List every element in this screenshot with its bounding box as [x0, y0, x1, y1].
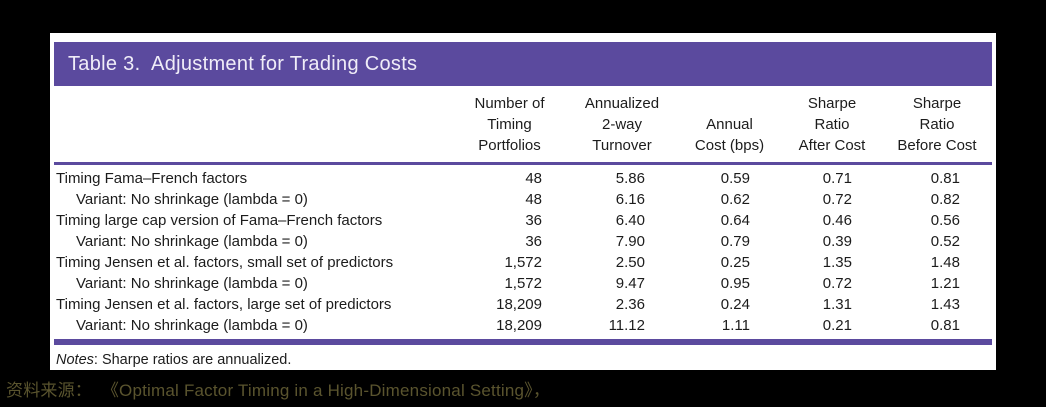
cell-sharpe-before: 0.81 [882, 315, 992, 345]
cell-annual-cost: 0.64 [720, 212, 750, 229]
cell-sharpe-before: 1.48 [930, 254, 960, 271]
cell-annual-cost: 1.11 [677, 315, 782, 345]
cell-portfolios: 18,209 [496, 296, 542, 313]
table-row: Variant: No shrinkage (lambda = 0) 48 6.… [54, 189, 992, 210]
header-annualized-turnover: Annualized 2-way Turnover [567, 86, 677, 165]
source-line: 资料来源： 《Optimal Factor Timing in a High-D… [6, 381, 551, 400]
row-label: Variant: No shrinkage (lambda = 0) [76, 233, 308, 250]
cell-sharpe-after: 0.39 [822, 233, 852, 250]
table-title-bar: Table 3. Adjustment for Trading Costs [54, 42, 992, 86]
row-label: Timing Fama–French factors [56, 170, 248, 187]
cell-sharpe-after: 0.72 [822, 275, 852, 292]
table-notes: Notes: Sharpe ratios are annualized. [54, 352, 992, 368]
row-label: Timing large cap version of Fama–French … [56, 212, 383, 229]
cell-turnover: 2.36 [615, 296, 645, 313]
table-row: Timing Jensen et al. factors, small set … [54, 252, 992, 273]
row-label: Variant: No shrinkage (lambda = 0) [54, 315, 452, 345]
cell-annual-cost: 0.62 [720, 191, 750, 208]
cell-sharpe-after: 1.31 [822, 296, 852, 313]
cell-sharpe-after: 1.35 [822, 254, 852, 271]
cell-sharpe-before: 1.43 [930, 296, 960, 313]
table-row: Timing large cap version of Fama–French … [54, 210, 992, 231]
cell-sharpe-after: 0.46 [822, 212, 852, 229]
header-row: Number of Timing Portfolios Annualized 2… [54, 86, 992, 165]
cell-sharpe-before: 0.82 [930, 191, 960, 208]
cell-turnover: 11.12 [567, 315, 677, 345]
row-label: Variant: No shrinkage (lambda = 0) [76, 275, 308, 292]
cell-portfolios: 1,572 [504, 254, 542, 271]
cell-sharpe-after: 0.21 [782, 315, 882, 345]
row-label: Timing Jensen et al. factors, large set … [56, 296, 392, 313]
cell-turnover: 6.40 [615, 212, 645, 229]
header-label-column [54, 86, 452, 165]
cell-portfolios: 48 [525, 191, 542, 208]
cell-annual-cost: 0.24 [720, 296, 750, 313]
cell-annual-cost: 0.25 [720, 254, 750, 271]
trading-costs-table: Number of Timing Portfolios Annualized 2… [54, 86, 992, 345]
notes-label: Notes [56, 352, 94, 368]
header-sharpe-after-cost: Sharpe Ratio After Cost [782, 86, 882, 165]
cell-sharpe-after: 0.72 [822, 191, 852, 208]
table-card: Table 3. Adjustment for Trading Costs Nu… [50, 33, 996, 370]
table-row: Variant: No shrinkage (lambda = 0) 36 7.… [54, 231, 992, 252]
cell-sharpe-before: 0.81 [930, 170, 960, 187]
cell-turnover: 9.47 [615, 275, 645, 292]
notes-text: : Sharpe ratios are annualized. [93, 352, 292, 368]
row-label: Timing Jensen et al. factors, small set … [56, 254, 394, 271]
header-annual-cost: Annual Cost (bps) [677, 86, 782, 165]
table-row: Timing Jensen et al. factors, large set … [54, 294, 992, 315]
cell-annual-cost: 0.59 [720, 170, 750, 187]
row-label: Variant: No shrinkage (lambda = 0) [76, 191, 308, 208]
table-row: Variant: No shrinkage (lambda = 0) 1,572… [54, 273, 992, 294]
cell-turnover: 7.90 [615, 233, 645, 250]
header-sharpe-before-cost: Sharpe Ratio Before Cost [882, 86, 992, 165]
table-row: Timing Fama–French factors 48 5.86 0.59 … [54, 164, 992, 190]
table-title: Table 3. Adjustment for Trading Costs [68, 52, 418, 75]
cell-sharpe-before: 1.21 [930, 275, 960, 292]
cell-portfolios: 36 [525, 212, 542, 229]
cell-turnover: 5.86 [615, 170, 645, 187]
cell-sharpe-before: 0.52 [930, 233, 960, 250]
table-row: Variant: No shrinkage (lambda = 0) 18,20… [54, 315, 992, 345]
header-number-of-timing-portfolios: Number of Timing Portfolios [452, 86, 567, 165]
table-header: Number of Timing Portfolios Annualized 2… [54, 86, 992, 165]
cell-portfolios: 18,209 [452, 315, 567, 345]
cell-portfolios: 1,572 [504, 275, 542, 292]
cell-sharpe-before: 0.56 [930, 212, 960, 229]
cell-turnover: 6.16 [615, 191, 645, 208]
cell-portfolios: 48 [525, 170, 542, 187]
cell-annual-cost: 0.79 [720, 233, 750, 250]
table-body: Timing Fama–French factors 48 5.86 0.59 … [54, 164, 992, 345]
cell-sharpe-after: 0.71 [822, 170, 852, 187]
cell-portfolios: 36 [525, 233, 542, 250]
cell-annual-cost: 0.95 [720, 275, 750, 292]
cell-turnover: 2.50 [615, 254, 645, 271]
